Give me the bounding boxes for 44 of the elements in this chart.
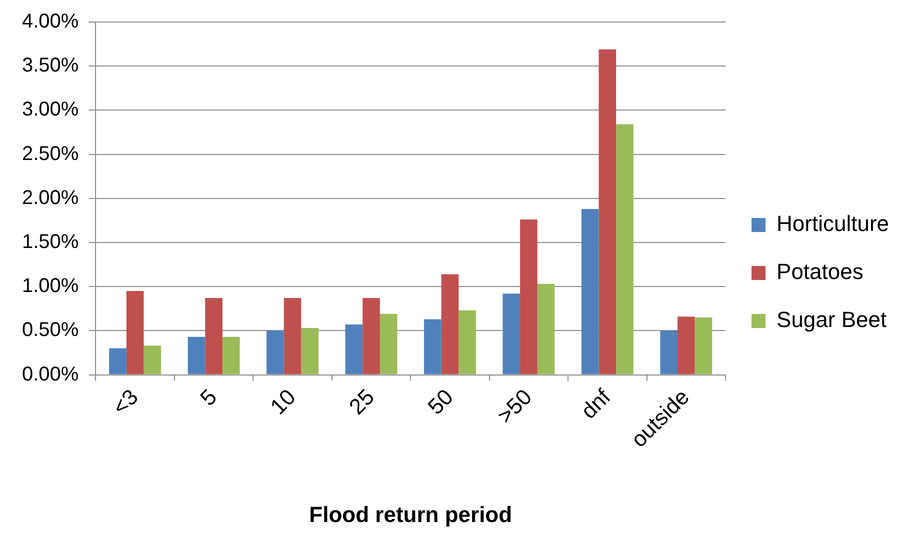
bar [380,314,398,374]
bar [441,274,459,374]
bar [266,330,284,374]
y-tick-label: 3.00% [22,98,79,121]
bar [205,298,222,374]
bar [581,208,599,374]
bar [616,124,634,374]
bar [284,298,302,374]
bar [458,310,476,374]
legend-label: Potatoes [776,259,864,284]
bar [144,346,162,374]
bar [424,319,442,374]
bar [694,317,712,374]
bar [502,294,520,374]
legend-label: Horticulture [776,211,890,236]
y-tick-label: 3.50% [22,54,79,77]
x-tick-label: 10 [265,384,300,420]
y-tick-label: 4.00% [22,10,79,33]
x-tick-label: >50 [492,384,537,428]
bar [520,220,538,374]
bar [126,290,144,374]
y-tick-label: 0.50% [22,319,79,342]
y-tick-label: 0.00% [22,363,79,386]
bar [345,324,363,374]
x-tick-label: 25 [344,384,380,420]
legend-label: Sugar Beet [776,307,887,332]
x-tick-label: 50 [422,384,458,420]
x-tick-label: <3 [107,384,143,420]
x-axis-title: Flood return period [309,502,512,527]
bar [660,330,678,374]
bar [301,328,319,374]
x-tick-label: dnf [576,384,616,424]
bar [677,316,695,374]
y-tick-label: 2.00% [22,186,79,209]
y-tick-label: 1.50% [22,230,79,253]
y-tick-label: 1.00% [22,275,79,298]
bar [537,284,555,374]
y-tick-label: 2.50% [22,142,79,165]
x-tick-label: 5 [195,384,222,411]
bar [222,336,240,374]
bar [598,49,616,374]
bar [109,348,126,374]
bar [188,336,206,374]
bar [362,298,380,374]
